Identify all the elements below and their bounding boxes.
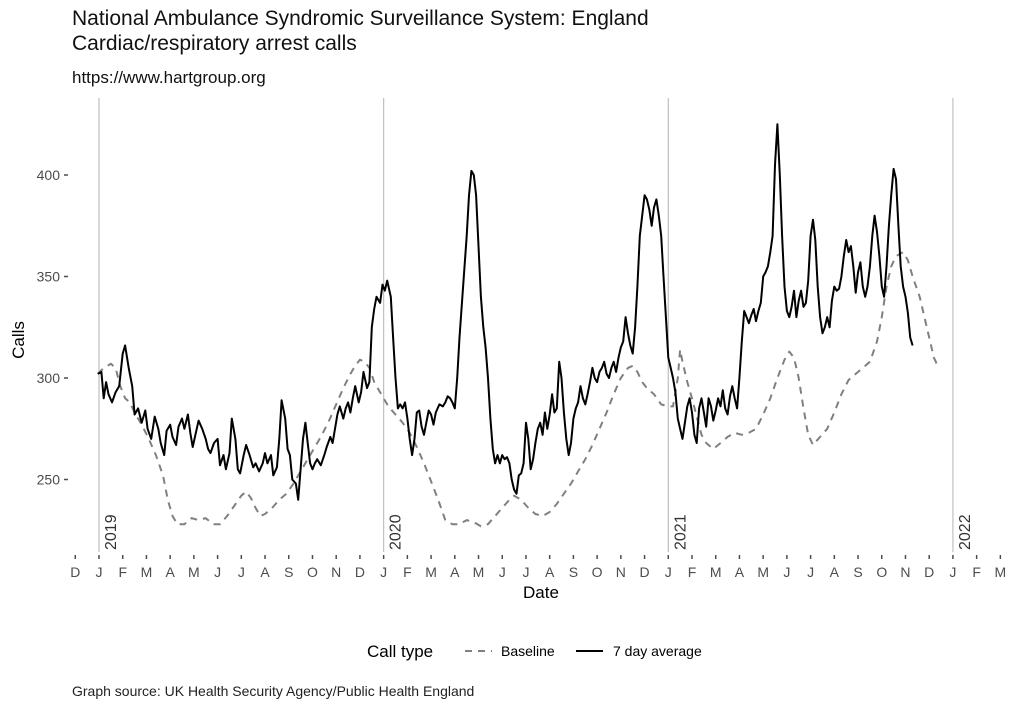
x-tick-label: J — [949, 564, 956, 580]
x-tick-label: J — [238, 564, 245, 580]
y-tick-label: 350 — [37, 269, 61, 285]
x-tick-label: S — [853, 564, 862, 580]
legend-7day-label: 7 day average — [613, 643, 702, 659]
year-marker-label: 2019 — [103, 514, 120, 550]
x-tick-label: S — [284, 564, 293, 580]
x-tick-label: J — [522, 564, 529, 580]
x-tick-label: A — [450, 564, 460, 580]
x-axis-title: Date — [523, 583, 559, 602]
legend-baseline-label: Baseline — [501, 643, 555, 659]
y-tick-label: 250 — [37, 472, 61, 488]
x-tick-label: M — [425, 564, 437, 580]
x-tick-label: N — [616, 564, 626, 580]
x-tick-label: J — [807, 564, 814, 580]
x-tick-label: M — [188, 564, 200, 580]
x-tick-label: D — [639, 564, 649, 580]
x-tick-label: F — [688, 564, 697, 580]
x-tick-label: A — [260, 564, 270, 580]
title-line-1: National Ambulance Syndromic Surveillanc… — [72, 7, 649, 30]
x-tick-label: F — [972, 564, 981, 580]
year-marker-label: 2022 — [957, 514, 974, 550]
x-tick-label: M — [995, 564, 1007, 580]
x-tick-label: S — [569, 564, 578, 580]
x-tick-label: O — [592, 564, 603, 580]
x-tick-label: M — [757, 564, 769, 580]
x-tick-label: A — [165, 564, 175, 580]
x-tick-label: F — [118, 564, 127, 580]
baseline-series-line — [97, 251, 940, 528]
x-tick-label: F — [403, 564, 412, 580]
seven-day-average-series-line — [97, 123, 914, 501]
x-tick-label: D — [70, 564, 80, 580]
year-marker-label: 2020 — [388, 514, 405, 550]
x-tick-label: M — [710, 564, 722, 580]
x-tick-label: M — [141, 564, 153, 580]
y-tick-label: 300 — [37, 370, 61, 386]
y-tick-label: 400 — [37, 167, 61, 183]
x-tick-label: A — [830, 564, 840, 580]
x-tick-label: M — [473, 564, 485, 580]
x-tick-label: J — [214, 564, 221, 580]
series-layer — [97, 123, 940, 528]
x-tick-label: J — [380, 564, 387, 580]
title-line-2: Cardiac/respiratory arrest calls — [72, 32, 357, 55]
x-tick-label: J — [499, 564, 506, 580]
x-tick-label: J — [783, 564, 790, 580]
x-tick-label: D — [355, 564, 365, 580]
x-tick-label: J — [665, 564, 672, 580]
x-tick-label: O — [307, 564, 318, 580]
x-tick-label: N — [331, 564, 341, 580]
x-tick-label: D — [924, 564, 934, 580]
x-tick-label: O — [876, 564, 887, 580]
x-tick-label: N — [900, 564, 910, 580]
year-lines: 2019 2020 2021 2022 — [98, 98, 974, 552]
x-tick-label: A — [735, 564, 745, 580]
chart-subtitle: https://www.hartgroup.org — [72, 68, 266, 87]
year-marker-label: 2021 — [672, 514, 689, 550]
graph-source-caption: Graph source: UK Health Security Agency/… — [72, 683, 475, 699]
chart-title: National Ambulance Syndromic Surveillanc… — [72, 6, 649, 56]
x-tick-label: A — [545, 564, 555, 580]
legend: Call type Baseline 7 day average — [367, 642, 702, 661]
legend-title: Call type — [367, 642, 433, 661]
y-axis: 250 300 350 400 — [37, 167, 68, 488]
x-tick-label: J — [96, 564, 103, 580]
y-axis-title: Calls — [9, 321, 28, 359]
